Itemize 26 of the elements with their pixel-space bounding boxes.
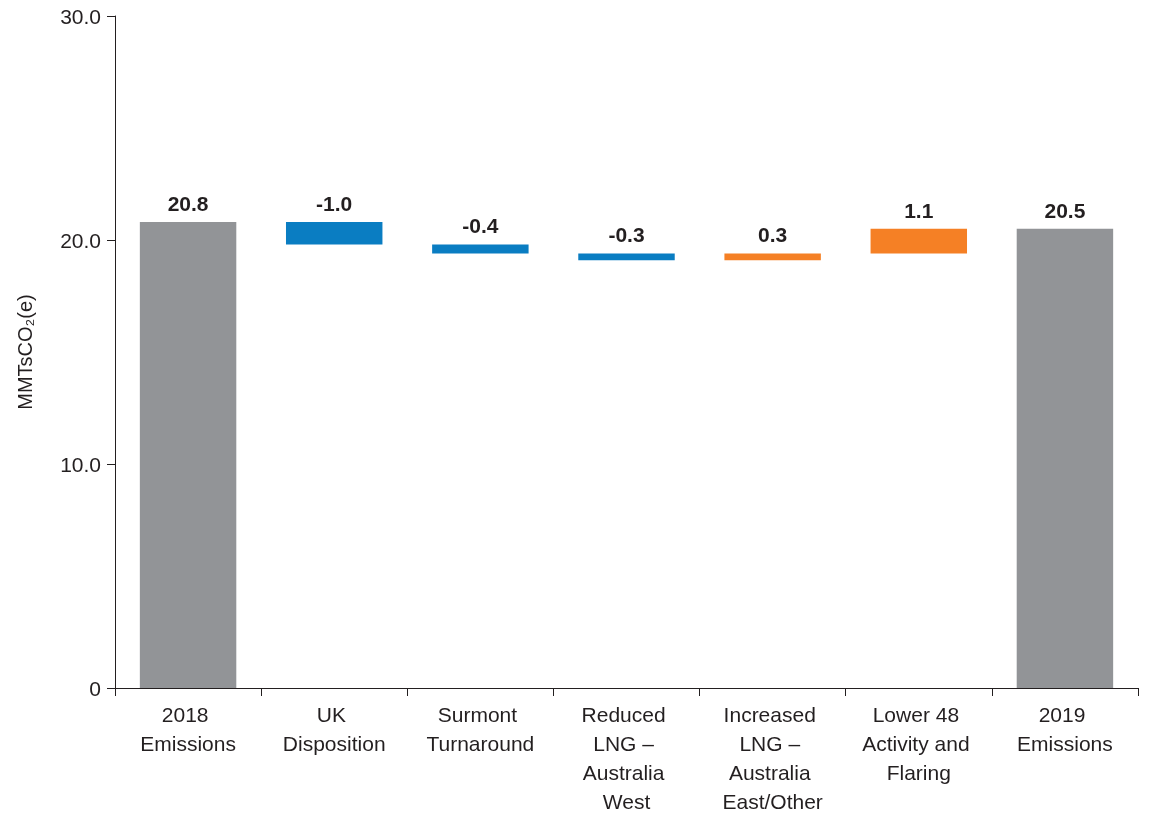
bar <box>285 222 383 245</box>
bar <box>1016 228 1114 688</box>
data-label: 20.5 <box>1044 198 1086 222</box>
y-tick-label: 30.0 <box>60 4 101 28</box>
y-tick-label: 10.0 <box>60 452 101 476</box>
x-tick-label: Surmont Turnaround <box>426 703 535 755</box>
bar <box>139 222 237 688</box>
data-label: -0.3 <box>608 223 645 247</box>
data-label: 20.8 <box>167 192 209 216</box>
data-label: 1.1 <box>904 198 934 222</box>
x-tick-label: Increased LNG – Australia East/Other <box>722 703 823 813</box>
x-tick-label: Lower 48 Activity and Flaring <box>862 703 976 784</box>
y-tick-label: 0 <box>89 676 101 700</box>
data-label: -0.4 <box>462 214 499 238</box>
x-tick-label: 2019 Emissions <box>1017 703 1113 755</box>
bar <box>578 253 675 261</box>
x-tick-label: 2018 Emissions <box>140 703 236 755</box>
bar <box>870 228 968 254</box>
x-tick-label: Reduced LNG – Australia West <box>581 703 672 813</box>
y-axis-title: MMTsCO₂(e) <box>14 294 36 410</box>
y-tick-label: 20.0 <box>60 228 101 252</box>
data-label: 0.3 <box>758 223 788 247</box>
data-label: -1.0 <box>316 192 353 216</box>
x-tick-label: UK Disposition <box>282 703 386 755</box>
bar <box>724 253 821 261</box>
bar <box>432 244 529 254</box>
